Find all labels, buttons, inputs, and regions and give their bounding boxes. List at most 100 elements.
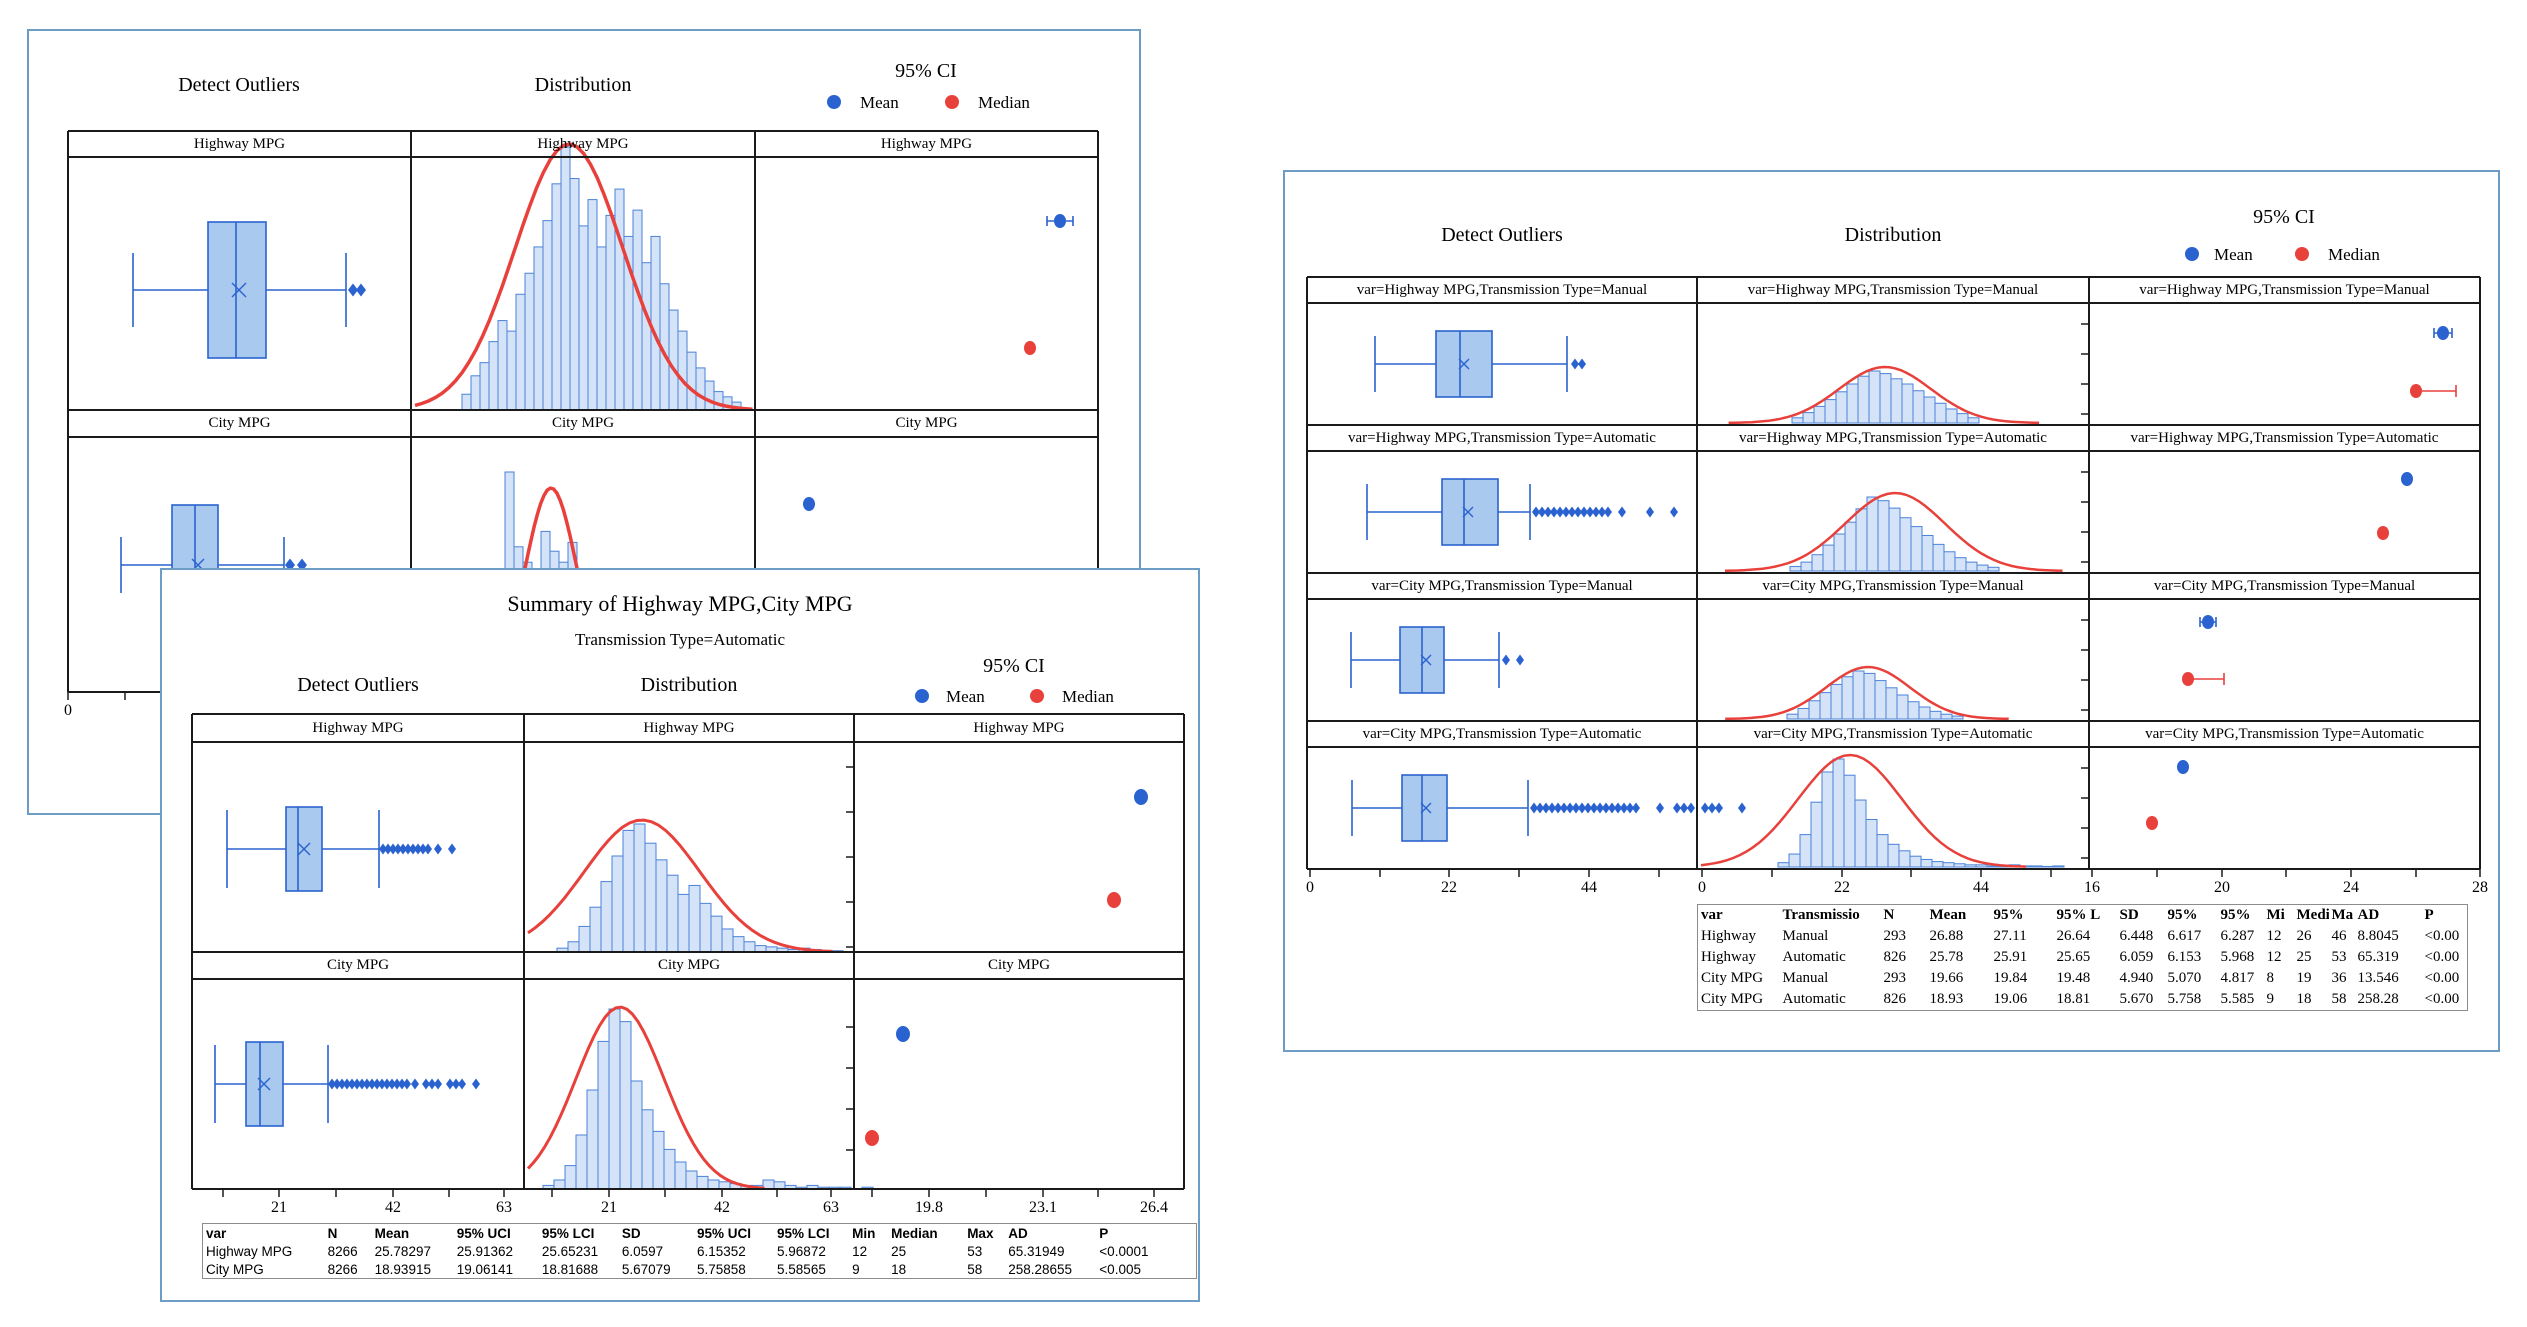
w3-median-legend-label: Median [2328,245,2380,264]
table-cell: <0.005 [1099,1261,1141,1277]
ci-plot [2377,472,2413,540]
table-cell: Highway [1701,928,1756,944]
outlier-diamond-icon [1656,802,1664,814]
outlier-diamond-icon [1580,506,1588,518]
axis-tick-label: 63 [823,1199,839,1216]
table-header-cell: 95% L [2056,907,2101,923]
axis-tick-label: 22 [1441,879,1457,896]
table-cell: 4.817 [2220,970,2255,986]
table-header-cell: N [327,1225,338,1241]
table-cell: 5.58565 [777,1261,826,1277]
box-plot [1374,330,1586,398]
table-header-cell: var [1701,907,1723,923]
w2-median-legend-label: Median [1062,687,1114,706]
table-header-cell: Min [852,1225,876,1241]
table-cell: 8266 [327,1243,358,1259]
table-cell: 58 [2331,991,2347,1007]
table-cell: <0.00 [2424,970,2460,986]
table-cell: City MPG [1701,991,1764,1007]
table-header-cell: AD [1008,1225,1028,1241]
w2-plot-canvas [191,713,1185,1197]
outlier-diamond-icon [1516,654,1524,666]
table-cell: 12 [852,1243,868,1259]
median-dot-icon [865,1130,879,1146]
outlier-diamond-icon [1584,802,1592,814]
w2-column-title-detect-outliers: Detect Outliers [297,674,419,696]
outlier-diamond-icon [1554,802,1562,814]
table-cell: 19.66 [1929,970,1964,986]
w3-mean-legend-label: Mean [2214,245,2253,264]
table-cell: 8266 [327,1261,358,1277]
ci-plot [865,1026,910,1146]
row-header: City MPG [326,957,390,973]
outlier-diamond-icon [348,1078,356,1090]
outlier-diamond-icon [434,1078,442,1090]
outlier-diamond-icon [1542,802,1550,814]
outlier-diamond-icon [1590,802,1598,814]
axis-tick-label: 44 [1581,879,1597,896]
w2[interactable]: Summary of Highway MPG,City MPG Transmis… [160,568,1200,1302]
table-cell: Automatic [1782,991,1846,1007]
outlier-diamond-icon [1562,506,1570,518]
table-cell: 6.287 [2220,928,2255,944]
table-row: Highway Automatic 826 25.78 25.91 25.65 6.059 6… [1698,947,2468,968]
outlier-diamond-icon [419,843,427,855]
table-row: Highway Manual 293 26.88 27.11 26.64 6.448 6.61… [1698,926,2468,947]
table-header-cell: N [1883,907,1895,923]
w3-column-title-detect-outliers: Detect Outliers [1441,224,1563,246]
w2-column-title-distribution: Distribution [640,674,738,696]
mean-dot-icon [1134,789,1148,805]
w3[interactable]: Detect Outliers Distribution 95% CI Mean… [1283,170,2500,1052]
table-cell: 19 [2296,970,2312,986]
outlier-diamond-icon [472,1078,480,1090]
row-header: City MPG [657,957,721,973]
table-header-cell: Median [891,1225,938,1241]
table-cell: 13.546 [2357,970,2399,986]
table-header-cell: 95% [2220,907,2251,923]
table-cell: 25.78 [1929,949,1964,965]
table-header-cell: 95% [1993,907,2024,923]
table-cell: 27.11 [1993,928,2027,944]
outlier-diamond-icon [1578,802,1586,814]
w3-ci-title: 95% CI [2253,206,2315,228]
outlier-diamond-icon [399,843,407,855]
row-header: City MPG [208,415,271,431]
outlier-diamond-icon [1571,358,1579,370]
row-header: Highway MPG [193,136,286,152]
row-header: var=Highway MPG,Transmission Type=Manual [1747,282,2039,298]
table-cell: 6.153 [2167,949,2202,965]
table-header-cell: Mean [374,1225,410,1241]
normal-curve [1728,365,2040,425]
outlier-diamond-icon [1670,506,1678,518]
mean-dot-icon [2202,615,2214,629]
mean-dot-icon [2401,472,2413,486]
table-cell: 25.78297 [374,1243,431,1259]
w1-mean-legend-label: Mean [860,93,899,112]
outlier-diamond-icon [1708,802,1716,814]
axis-tick-label: 24 [2343,879,2359,896]
table-cell: 9 [852,1261,860,1277]
median-dot-icon [1107,892,1121,908]
table-cell: 18 [2296,991,2312,1007]
table-cell: 6.059 [2119,949,2154,965]
table-cell: 12 [2266,928,2282,944]
row-header: Highway MPG [880,136,973,152]
histogram [414,142,753,411]
table-cell: 25.65231 [541,1243,599,1259]
outlier-diamond-icon [1715,802,1723,814]
ci-plot [2410,326,2457,398]
table-cell: 25 [891,1243,907,1259]
outlier-diamond-icon [448,843,456,855]
outlier-diamond-icon [1566,802,1574,814]
histogram [1700,753,2065,868]
ci-plot [2182,615,2225,686]
table-cell: 18.93 [1929,991,1964,1007]
axis-tick-label: 42 [385,1199,401,1216]
table-cell: 258.28 [2357,991,2399,1007]
table-cell: 26.88 [1929,928,1964,944]
row-header: var=City MPG,Transmission Type=Manual [1371,578,1633,594]
outlier-diamond-icon [411,1078,419,1090]
table-cell: 25.65 [2056,949,2091,965]
table-cell: 25.91362 [456,1243,514,1259]
outlier-diamond-icon [1620,802,1628,814]
